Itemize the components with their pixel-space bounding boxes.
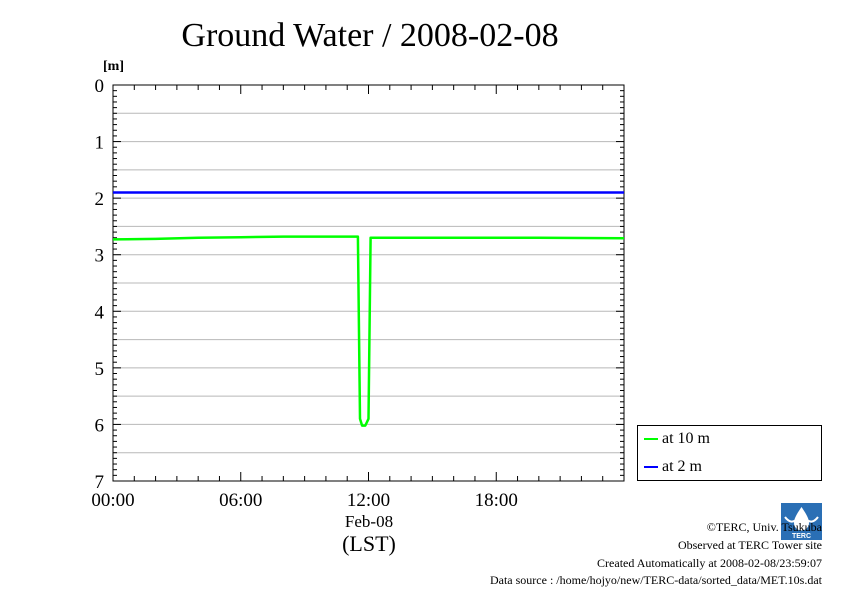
grid-lines <box>113 112 624 454</box>
y-tick-label: 6 <box>95 415 105 436</box>
footer-source: Data source : /home/hojyo/new/TERC-data/… <box>489 573 822 587</box>
y-tick-label: 7 <box>95 472 105 493</box>
y-tick-label: 0 <box>95 76 105 97</box>
y-tick-label: 1 <box>95 133 105 154</box>
terc-logo: TERC <box>781 503 822 540</box>
x-axis-date-label: Feb-08 <box>345 512 393 531</box>
footer-copyright: ©TERC, Univ. Tsukuba <box>706 520 822 534</box>
x-tick-label: 18:00 <box>475 490 518 511</box>
legend-swatch-2m <box>644 466 658 468</box>
y-axis-unit-label: [m] <box>103 59 124 74</box>
legend-item-2m: at 2 m <box>644 457 702 477</box>
y-tick-label: 4 <box>95 302 105 323</box>
x-tick-label: 12:00 <box>347 490 390 511</box>
y-tick-label: 2 <box>95 189 105 210</box>
series-line-10m <box>112 235 625 427</box>
series-layer <box>112 191 625 427</box>
x-axis: 00:00 06:00 12:00 18:00 <box>91 85 625 511</box>
x-tick-label: 06:00 <box>219 490 262 511</box>
chart-title: Ground Water / 2008-02-08 <box>181 17 558 54</box>
legend-swatch-10m <box>644 438 658 440</box>
x-tick-label: 00:00 <box>91 490 134 511</box>
legend-label-10m: at 10 m <box>662 430 710 447</box>
footer-observed: Observed at TERC Tower site <box>677 538 822 552</box>
legend: at 10 m at 2 m <box>637 425 822 481</box>
x-axis-label: (LST) <box>342 531 396 556</box>
legend-label-2m: at 2 m <box>662 458 702 475</box>
y-tick-label: 5 <box>95 359 105 380</box>
footer-created: Created Automatically at 2008-02-08/23:5… <box>597 556 822 570</box>
legend-item-10m: at 10 m <box>644 429 710 449</box>
y-tick-label: 3 <box>95 246 105 267</box>
logo-text: TERC <box>792 533 811 540</box>
y-axis: 0 1 2 3 4 5 6 7 <box>95 76 624 493</box>
